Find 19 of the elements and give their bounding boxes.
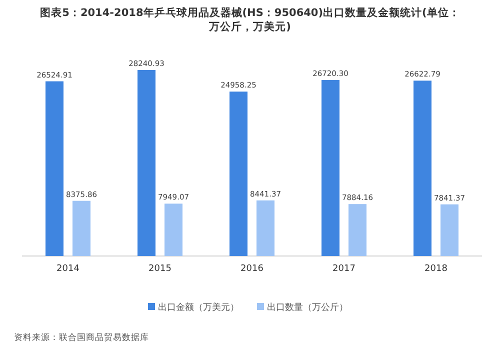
bar — [440, 204, 458, 256]
legend-label: 出口数量（万公斤） — [267, 302, 348, 313]
bar — [230, 92, 248, 256]
bar — [414, 80, 432, 256]
x-tick-label: 2018 — [424, 264, 448, 274]
x-tick-label: 2015 — [148, 264, 172, 274]
bar — [348, 204, 366, 256]
text: 资料来源：联合国商品贸易数据库 — [14, 332, 149, 343]
bar — [138, 70, 156, 256]
bar — [72, 200, 90, 256]
x-tick-label: 2014 — [56, 264, 80, 274]
legend-label: 出口金额（万美元） — [158, 302, 239, 313]
bar — [164, 204, 182, 256]
bar — [322, 80, 340, 256]
x-tick-label: 2017 — [332, 264, 356, 274]
chart-title: 图表5：2014-2018年乒乓球用品及器械(HS：950640)出口数量及金额统计(单位：万公斤，万美元) — [40, 6, 460, 33]
bar — [46, 81, 64, 256]
bar — [256, 200, 274, 256]
x-tick-label: 2016 — [240, 264, 264, 274]
